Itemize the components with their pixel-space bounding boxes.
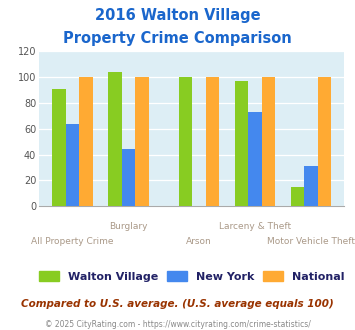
Text: Larceny & Theft: Larceny & Theft xyxy=(219,222,291,231)
Bar xyxy=(206,77,219,206)
Bar xyxy=(66,123,79,206)
Bar xyxy=(108,72,122,206)
Bar xyxy=(235,81,248,206)
Bar xyxy=(179,77,192,206)
Text: All Property Crime: All Property Crime xyxy=(31,237,114,246)
Text: Property Crime Comparison: Property Crime Comparison xyxy=(63,31,292,46)
Bar xyxy=(248,112,262,206)
Bar xyxy=(53,89,66,206)
Text: Burglary: Burglary xyxy=(109,222,148,231)
Text: © 2025 CityRating.com - https://www.cityrating.com/crime-statistics/: © 2025 CityRating.com - https://www.city… xyxy=(45,320,310,329)
Bar xyxy=(317,77,331,206)
Text: 2016 Walton Village: 2016 Walton Village xyxy=(95,8,260,23)
Bar xyxy=(291,187,304,206)
Bar xyxy=(135,77,148,206)
Legend: Walton Village, New York, National: Walton Village, New York, National xyxy=(39,271,344,281)
Text: Compared to U.S. average. (U.S. average equals 100): Compared to U.S. average. (U.S. average … xyxy=(21,299,334,309)
Bar xyxy=(304,166,317,206)
Bar xyxy=(79,77,93,206)
Text: Arson: Arson xyxy=(186,237,212,246)
Bar xyxy=(262,77,275,206)
Text: Motor Vehicle Theft: Motor Vehicle Theft xyxy=(267,237,355,246)
Bar xyxy=(122,149,135,206)
